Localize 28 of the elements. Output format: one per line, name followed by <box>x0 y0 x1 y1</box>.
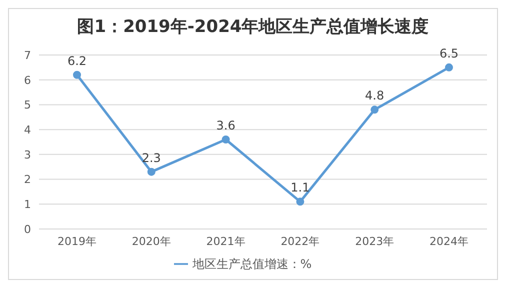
point <box>147 168 156 176</box>
y-tick-label: 6 <box>24 74 31 87</box>
point <box>73 70 81 79</box>
legend-label: 地区生产总值增速：% <box>192 257 312 271</box>
x-tick-label: 2021年 <box>206 234 246 248</box>
data-label: 6.5 <box>439 46 459 60</box>
point <box>222 136 230 144</box>
y-tick-label: 5 <box>24 98 31 112</box>
y-tick-label: 4 <box>24 123 31 136</box>
y-tick-label: 7 <box>24 48 31 62</box>
point <box>445 63 453 72</box>
data-label: 2.3 <box>142 150 161 165</box>
y-tick-label: 2 <box>24 173 31 186</box>
chart-title: 图1：2019年-2024年地区生产总值增长速度 <box>76 16 430 39</box>
point <box>370 106 379 114</box>
data-label: 4.8 <box>365 88 384 103</box>
y-tick-label: 3 <box>24 148 31 162</box>
y-tick-label: 1 <box>24 198 31 212</box>
x-tick-label: 2020年 <box>132 234 171 248</box>
data-label: 3.6 <box>216 118 236 133</box>
y-tick-label: 0 <box>24 222 31 236</box>
x-tick-label: 2022年 <box>280 234 320 248</box>
data-label: 6.2 <box>67 54 87 68</box>
point <box>296 198 304 206</box>
x-tick-label: 2024年 <box>430 234 468 248</box>
x-tick-label: 2023年 <box>355 234 394 248</box>
x-tick-label: 2019年 <box>58 234 96 248</box>
data-label: 1.1 <box>290 180 310 195</box>
